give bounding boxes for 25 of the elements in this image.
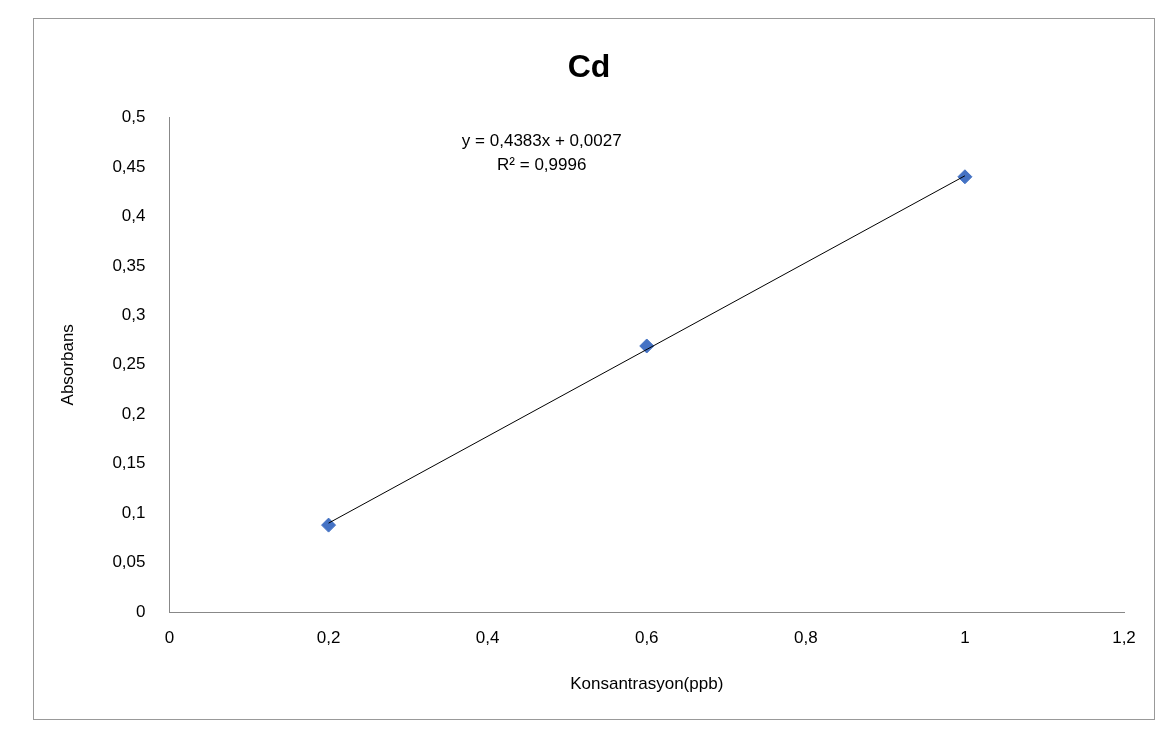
x-tick-label: 0,2: [316, 628, 341, 648]
y-tick-label: 0,1: [121, 502, 146, 522]
x-tick-label: 0,4: [475, 628, 500, 648]
x-tick-label: 0: [164, 628, 175, 648]
y-tick-label: 0,2: [121, 403, 146, 423]
point: [957, 169, 973, 185]
annotation: y = 0,4383x + 0,0027: [461, 131, 622, 151]
y-tick-label: 0,3: [121, 305, 146, 325]
point: [321, 517, 337, 533]
y-tick-label: 0,4: [121, 206, 146, 226]
y-tick-label: 0,45: [112, 156, 146, 176]
y-tick-label: 0,25: [112, 354, 146, 374]
annotation: R² = 0,9996: [497, 155, 587, 175]
y-axis-title: Absorbans: [57, 324, 77, 406]
y-tick-label: 0,15: [112, 453, 146, 473]
x-tick-label: 0,8: [794, 628, 818, 648]
chart-title: Cd: [567, 48, 611, 85]
y-tick-label: 0,35: [112, 255, 146, 275]
x-tick-label: 1,2: [1112, 628, 1136, 648]
y-tick-label: 0,5: [121, 107, 146, 127]
y-tick-label: 0,05: [112, 552, 146, 572]
x-tick-label: 1: [960, 628, 970, 648]
y-tick-label: 0: [136, 601, 146, 621]
x-axis-title: Konsantrasyon(ppb): [570, 674, 724, 694]
x-tick-label: 0,6: [634, 628, 659, 648]
